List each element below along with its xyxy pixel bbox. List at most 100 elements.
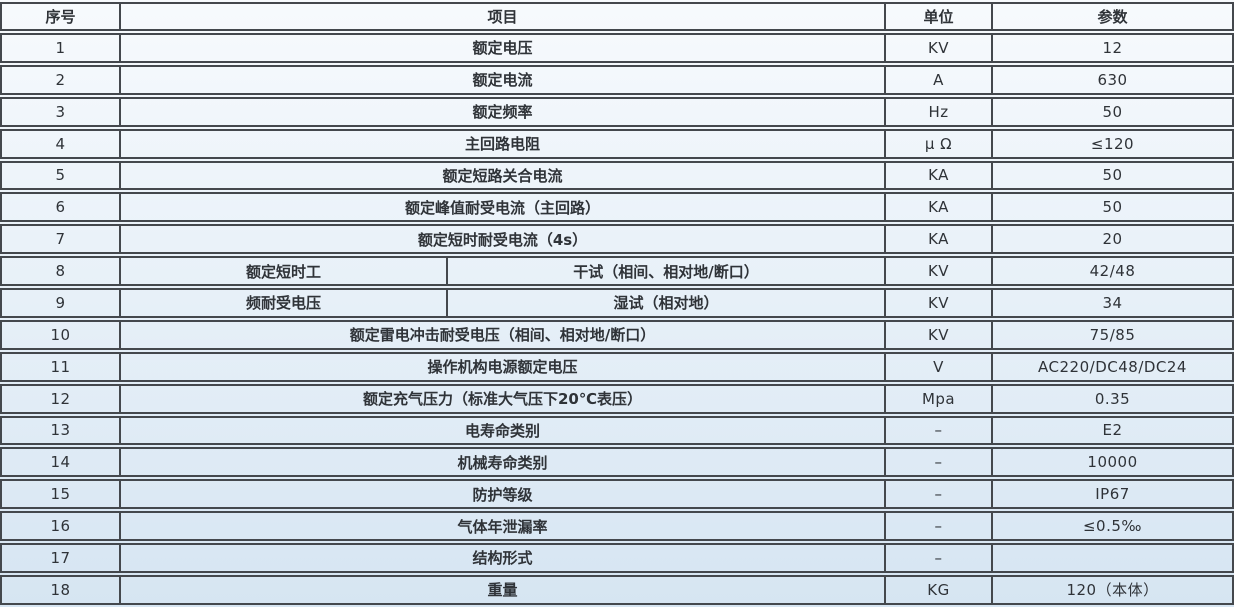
unit-cell: – [885,479,993,510]
item-subcell-right: 干试（相间、相对地/断口） [447,256,886,286]
param-cell: ≤120 [992,128,1234,159]
table-row: 3 额定频率 Hz 50 [0,96,1234,127]
header-row: 序号 项目 单位 参数 [0,2,1234,31]
table-row: 12 额定充气压力（标准大气压下20℃表压） Mpa 0.35 [0,383,1234,414]
row-number-cell: 4 [0,128,120,159]
item-cell: 额定频率 [120,96,886,127]
unit-cell: Mpa [885,383,993,414]
item-cell: 额定雷电冲击耐受电压（相间、相对地/断口） [120,319,886,350]
row-number-cell: 2 [0,64,120,95]
row-number-cell: 5 [0,160,120,191]
item-cell: 额定电流 [120,64,886,95]
item-cell: 重量 [120,574,886,605]
unit-cell: KA [885,224,993,255]
unit-cell: KG [885,574,993,605]
item-cell: 结构形式 [120,543,886,573]
table-row: 10 额定雷电冲击耐受电压（相间、相对地/断口） KV 75/85 [0,319,1234,350]
table-row: 16 气体年泄漏率 – ≤0.5‰ [0,511,1234,541]
param-cell: E2 [992,415,1234,446]
table-row: 14 机械寿命类别 –10000 [0,447,1234,478]
unit-cell: – [885,447,993,478]
header-unit: 单位 [885,2,993,31]
row-number-cell: 17 [0,543,120,573]
table-row: 7 额定短时耐受电流（4s） KA 20 [0,224,1234,255]
item-cell: 额定短路关合电流 [120,160,886,191]
header-parameter: 参数 [992,2,1234,31]
row-number-cell: 16 [0,511,120,541]
param-cell: 120（本体） [992,574,1234,605]
item-cell: 防护等级 [120,479,886,510]
row-number-cell: 8 [0,256,120,286]
param-cell: AC220/DC48/DC24 [992,351,1234,382]
row-number-cell: 1 [0,33,120,63]
table-row: 9 频耐受电压 湿试（相对地） KV 34 [0,288,1234,318]
table-row: 6 额定峰值耐受电流（主回路） KA 50 [0,192,1234,223]
header-item: 项目 [120,2,886,31]
unit-cell: KA [885,192,993,223]
unit-cell: V [885,351,993,382]
unit-cell: Hz [885,96,993,127]
param-cell: 50 [992,96,1234,127]
table-row: 17 结构形式 – [0,543,1234,573]
table-row: 5 额定短路关合电流 KA 50 [0,160,1234,191]
table-row: 8 额定短时工 干试（相间、相对地/断口） KV 42/48 [0,256,1234,286]
unit-cell: – [885,511,993,541]
row-number-cell: 6 [0,192,120,223]
unit-cell: KV [885,33,993,63]
row-number-cell: 9 [0,288,120,318]
row-number-cell: 12 [0,383,120,414]
item-subcell-left: 额定短时工 [120,256,447,286]
unit-cell: – [885,415,993,446]
row-number-cell: 10 [0,319,120,350]
item-cell: 机械寿命类别 [120,447,886,478]
item-cell: 额定充气压力（标准大气压下20℃表压） [120,383,886,414]
row-number-cell: 13 [0,415,120,446]
param-cell: IP67 [992,479,1234,510]
param-cell: 0.35 [992,383,1234,414]
table-row: 18 重量 KG 120（本体） [0,574,1234,605]
param-cell: 75/85 [992,319,1234,350]
param-cell: 12 [992,33,1234,63]
item-cell: 操作机构电源额定电压 [120,351,886,382]
item-cell: 电寿命类别 [120,415,886,446]
param-cell: 10000 [992,447,1234,478]
row-number-cell: 14 [0,447,120,478]
unit-cell: KV [885,319,993,350]
param-cell: 20 [992,224,1234,255]
spec-table-body: 1 额定电压 KV 12 2 额定电流 A 630 3 额定频率 Hz 50 4 主回路电阻 μ Ω ≤120… [0,33,1234,605]
table-row: 15 防护等级 – IP67 [0,479,1234,510]
item-cell: 额定短时耐受电流（4s） [120,224,886,255]
param-cell [992,543,1234,573]
unit-cell: KV [885,288,993,318]
table-row: 2 额定电流 A 630 [0,64,1234,95]
param-cell: 34 [992,288,1234,318]
param-cell: 50 [992,160,1234,191]
row-number-cell: 15 [0,479,120,510]
item-subcell-right: 湿试（相对地） [447,288,886,318]
unit-cell: A [885,64,993,95]
unit-cell: KA [885,160,993,191]
unit-cell: μ Ω [885,128,993,159]
param-cell: 630 [992,64,1234,95]
item-cell: 主回路电阻 [120,128,886,159]
item-cell: 额定峰值耐受电流（主回路） [120,192,886,223]
table-row: 1 额定电压 KV 12 [0,33,1234,63]
row-number-cell: 7 [0,224,120,255]
param-cell: 42/48 [992,256,1234,286]
table-row: 13 电寿命类别 – E2 [0,415,1234,446]
table-row: 4 主回路电阻 μ Ω ≤120 [0,128,1234,159]
item-cell: 气体年泄漏率 [120,511,886,541]
item-cell: 额定电压 [120,33,886,63]
unit-cell: – [885,543,993,573]
row-number-cell: 3 [0,96,120,127]
header-index: 序号 [0,2,120,31]
param-cell: ≤0.5‰ [992,511,1234,541]
item-subcell-left: 频耐受电压 [120,288,447,318]
table-row: 11 操作机构电源额定电压 V AC220/DC48/DC24 [0,351,1234,382]
unit-cell: KV [885,256,993,286]
row-number-cell: 18 [0,574,120,605]
param-cell: 50 [992,192,1234,223]
row-number-cell: 11 [0,351,120,382]
